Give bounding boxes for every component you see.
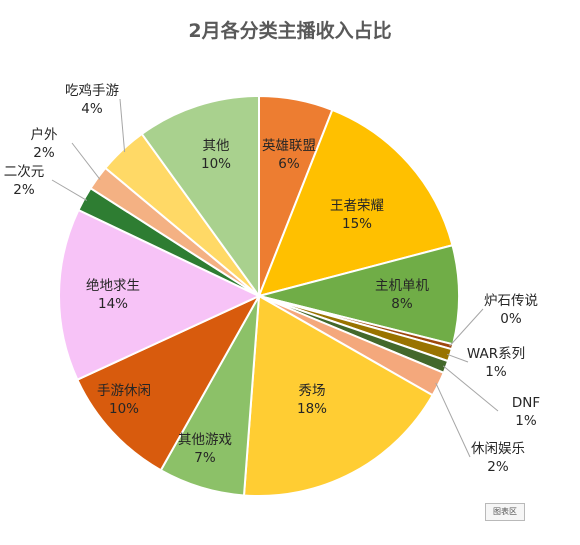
- slice-percent-label: 8%: [391, 296, 413, 312]
- leader-line: [449, 308, 484, 347]
- pie-slice: [242, 294, 434, 497]
- pie-slice: [76, 293, 262, 472]
- slice-name-label: 英雄联盟: [262, 137, 316, 154]
- leader-line: [51, 179, 88, 201]
- chart-area-watermark: 图表区: [485, 503, 525, 521]
- slice-name-label: 秀场: [299, 383, 326, 399]
- leader-line: [71, 142, 101, 180]
- slice-percent-label: 7%: [194, 450, 216, 466]
- leader-line: [119, 98, 126, 153]
- slice-percent-label: 2%: [33, 145, 55, 161]
- slice-name-label: 其他: [203, 138, 230, 154]
- leader-line: [442, 365, 499, 412]
- slice-percent-label: 2%: [13, 182, 35, 198]
- slice-name-label: 休闲娱乐: [471, 441, 525, 457]
- slice-name-label: WAR系列: [467, 346, 525, 362]
- slice-name-label: 其他游戏: [178, 432, 232, 448]
- slice-name-label: 绝地求生: [86, 278, 140, 294]
- slice-name-label: 户外: [31, 126, 58, 143]
- pie-slice: [58, 208, 262, 382]
- slice-name-label: 二次元: [4, 164, 45, 180]
- slice-percent-label: 2%: [487, 459, 509, 475]
- slice-percent-label: 0%: [500, 311, 522, 327]
- slice-percent-label: 15%: [342, 216, 372, 232]
- slice-name-label: 炉石传说: [484, 293, 538, 309]
- slice-name-label: 王者荣耀: [330, 198, 384, 214]
- slice-percent-label: 10%: [109, 401, 139, 417]
- slice-name-label: 主机单机: [375, 278, 429, 294]
- slice-percent-label: 18%: [297, 401, 327, 417]
- chart-title: 2月各分类主播收入占比: [188, 19, 391, 42]
- slice-name-label: DNF: [512, 395, 540, 411]
- slice-percent-label: 10%: [201, 156, 231, 172]
- slice-name-label: 吃鸡手游: [65, 82, 119, 99]
- slice-percent-label: 4%: [81, 101, 103, 117]
- slice-percent-label: 1%: [515, 413, 537, 429]
- pie-slice: [140, 94, 260, 300]
- slice-percent-label: 6%: [278, 156, 300, 172]
- slice-percent-label: 1%: [485, 364, 507, 380]
- leader-line: [447, 353, 469, 363]
- slice-percent-label: 14%: [98, 296, 128, 312]
- pie-slice: [257, 108, 454, 298]
- leader-line: [435, 382, 471, 458]
- slice-name-label: 手游休闲: [97, 383, 151, 399]
